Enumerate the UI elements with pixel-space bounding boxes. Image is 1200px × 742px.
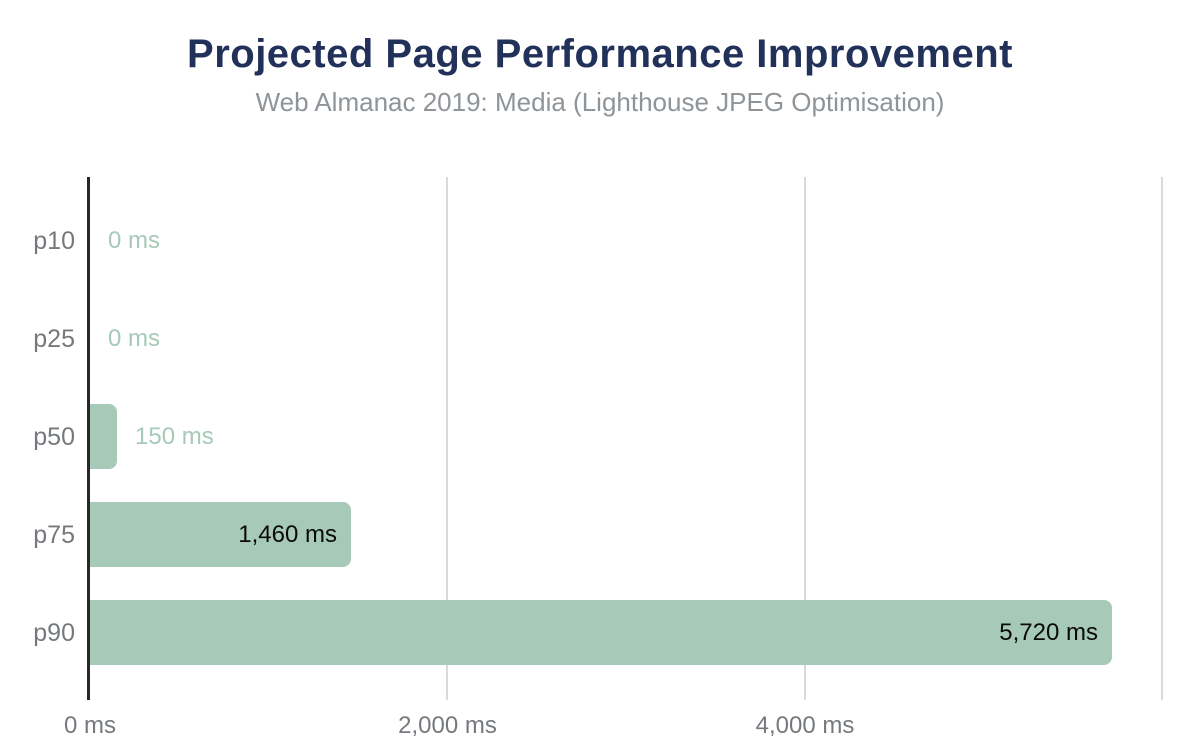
value-label-p50: 150 ms: [135, 423, 214, 450]
chart-area: 0 ms 0 ms 150 ms 1,460 ms 5,720 ms 0 ms 2,000…: [0, 177, 1200, 742]
gridline-6000: [1161, 177, 1164, 700]
value-label-p10: 0 ms: [108, 227, 161, 254]
bar-p90: [90, 600, 1112, 665]
value-label-p25: 0 ms: [108, 325, 161, 352]
value-label-p90: 5,720 ms: [999, 619, 1098, 646]
plot-area: 0 ms 0 ms 150 ms 1,460 ms 5,720 ms: [90, 177, 1175, 700]
category-label-p50: p50: [33, 423, 75, 451]
gridline-2000: [446, 177, 449, 700]
value-label-p75: 1,460 ms: [238, 521, 337, 548]
category-label-p10: p10: [33, 227, 75, 255]
bar-p50: [90, 404, 117, 469]
chart-subtitle: Web Almanac 2019: Media (Lighthouse JPEG…: [255, 87, 945, 117]
category-label-p90: p90: [33, 619, 75, 647]
chart-title: Projected Page Performance Improvement: [187, 32, 1013, 76]
category-label-p75: p75: [33, 521, 75, 549]
x-axis-tick-label: 0 ms: [63, 712, 117, 739]
x-axis-tick-label: 4,000 ms: [755, 712, 855, 739]
bar-p75: [90, 502, 351, 567]
x-axis-tick-label: 2,000 ms: [398, 712, 497, 739]
gridline-4000: [803, 177, 806, 700]
category-label-p25: p25: [33, 325, 75, 353]
y-axis-line: [87, 177, 90, 700]
